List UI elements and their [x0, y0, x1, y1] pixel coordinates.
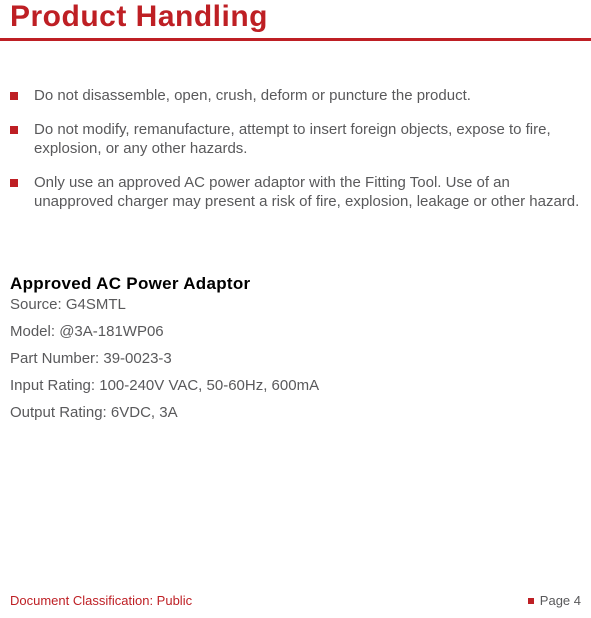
bullet-text: Do not modify, remanufacture, attempt to… — [34, 120, 581, 159]
spec-line: Part Number: 39-0023-3 — [0, 350, 591, 367]
footer-page-number: Page 4 — [528, 593, 581, 608]
spec-line: Output Rating: 6VDC, 3A — [0, 404, 591, 421]
page-number-text: Page 4 — [540, 593, 581, 608]
bullet-text: Only use an approved AC power adaptor wi… — [34, 173, 581, 212]
page-title: Product Handling — [0, 0, 591, 38]
square-bullet-icon — [10, 126, 18, 134]
square-bullet-icon — [10, 179, 18, 187]
square-bullet-icon — [528, 598, 534, 604]
footer-classification: Document Classification: Public — [10, 593, 192, 608]
spec-line: Model: @3A-181WP06 — [0, 323, 591, 340]
spec-line: Source: G4SMTL — [0, 296, 591, 313]
bullet-list: Do not disassemble, open, crush, deform … — [0, 86, 591, 212]
footer: Document Classification: Public Page 4 — [0, 593, 591, 608]
title-underline — [0, 38, 591, 41]
list-item: Do not modify, remanufacture, attempt to… — [10, 120, 581, 159]
square-bullet-icon — [10, 92, 18, 100]
spec-line: Input Rating: 100-240V VAC, 50-60Hz, 600… — [0, 377, 591, 394]
bullet-text: Do not disassemble, open, crush, deform … — [34, 86, 471, 106]
list-item: Do not disassemble, open, crush, deform … — [10, 86, 581, 106]
section-heading: Approved AC Power Adaptor — [0, 274, 591, 294]
list-item: Only use an approved AC power adaptor wi… — [10, 173, 581, 212]
